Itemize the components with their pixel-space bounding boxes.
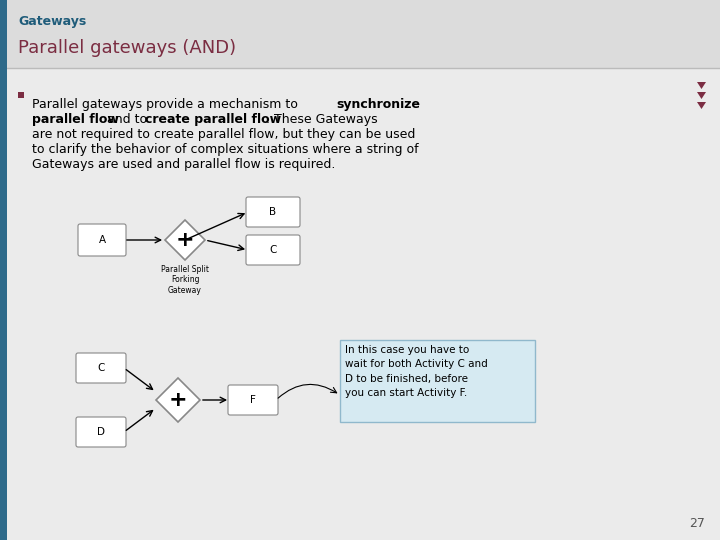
FancyBboxPatch shape: [0, 0, 720, 68]
Text: create parallel flow: create parallel flow: [145, 113, 281, 126]
FancyBboxPatch shape: [228, 385, 278, 415]
Text: to clarify the behavior of complex situations where a string of: to clarify the behavior of complex situa…: [32, 143, 418, 156]
Text: +: +: [168, 390, 187, 410]
Text: and to: and to: [103, 113, 151, 126]
Text: +: +: [176, 230, 194, 250]
Text: Parallel gateways provide a mechanism to: Parallel gateways provide a mechanism to: [32, 98, 302, 111]
FancyBboxPatch shape: [246, 197, 300, 227]
Polygon shape: [697, 82, 706, 89]
FancyBboxPatch shape: [18, 92, 24, 98]
Text: parallel flow: parallel flow: [32, 113, 119, 126]
Text: C: C: [97, 363, 104, 373]
FancyBboxPatch shape: [340, 340, 535, 422]
Polygon shape: [697, 92, 706, 99]
Text: 27: 27: [689, 517, 705, 530]
Polygon shape: [697, 102, 706, 109]
Text: Parallel Split
Forking
Gateway: Parallel Split Forking Gateway: [161, 265, 209, 295]
Text: In this case you have to
wait for both Activity C and
D to be finished, before
y: In this case you have to wait for both A…: [345, 345, 487, 398]
FancyBboxPatch shape: [246, 235, 300, 265]
FancyBboxPatch shape: [76, 353, 126, 383]
Text: are not required to create parallel flow, but they can be used: are not required to create parallel flow…: [32, 128, 415, 141]
Text: D: D: [97, 427, 105, 437]
Text: A: A: [99, 235, 106, 245]
FancyBboxPatch shape: [78, 224, 126, 256]
Text: synchronize: synchronize: [336, 98, 420, 111]
Text: Gateways are used and parallel flow is required.: Gateways are used and parallel flow is r…: [32, 158, 336, 171]
Text: B: B: [269, 207, 276, 217]
Text: C: C: [269, 245, 276, 255]
Text: . These Gateways: . These Gateways: [266, 113, 377, 126]
Polygon shape: [156, 378, 200, 422]
Polygon shape: [165, 220, 205, 260]
Text: F: F: [250, 395, 256, 405]
Text: Gateways: Gateways: [18, 16, 86, 29]
FancyBboxPatch shape: [0, 0, 7, 540]
Text: Parallel gateways (AND): Parallel gateways (AND): [18, 39, 236, 57]
FancyBboxPatch shape: [76, 417, 126, 447]
